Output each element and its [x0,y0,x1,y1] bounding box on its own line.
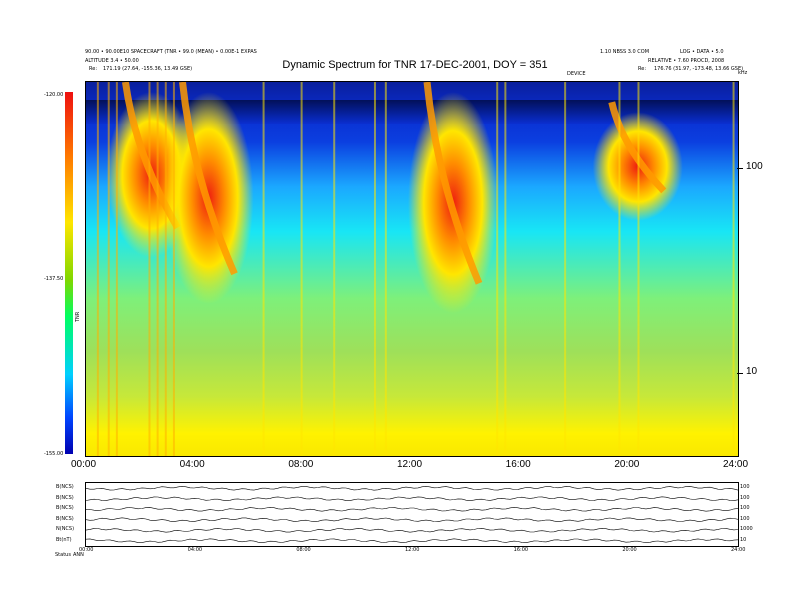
colorbar-tick-mid: -137.50 [44,276,64,282]
aux-row-scale-2: 100 [740,505,750,512]
y-tick-100: 100 [746,161,763,172]
spike-line-6 [172,82,175,456]
colorbar-tick-bottom: -155.00 [44,451,64,457]
aux-x-tick-5: 20:00 [622,547,637,553]
burst-ridge-2 [423,82,483,285]
spike-line-3 [148,82,151,456]
x-tick-label-1: 04:00 [179,459,205,470]
aux-row-label-0: B(NCS) [56,484,74,491]
aux-trace-4 [86,527,738,533]
header-info-line-1: 90.00 • 90.00E10 SPACECRAFT (TNR • 99.0 … [85,49,257,55]
spike-line-12 [496,82,499,456]
spike-line-7 [262,82,265,456]
spike-line-17 [732,82,735,456]
aux-x-tick-4: 16:00 [513,547,529,553]
aux-trace-5 [86,538,738,544]
aux-row-label-3: B(NCS) [56,515,74,522]
header-info-line-2: ALTITUDE 3.4 • 50.00 [85,58,139,64]
spike-line-10 [373,82,376,456]
spike-line-5 [164,82,167,456]
header-re-label-left: Re: [89,66,98,72]
colorbar [65,92,73,454]
aux-row-scale-4: 1000 [740,526,753,533]
header-info-right-1b: LOG • DATA • 5.0 [680,49,724,55]
aux-row-label-2: B(NCS) [56,505,74,512]
y-tick-mark-100 [737,168,743,169]
spike-line-2 [115,82,118,456]
spike-line-16 [637,82,640,456]
aux-row-label-1: B(NCS) [56,494,74,501]
aux-trace-0 [86,485,738,491]
x-tick-label-5: 20:00 [614,459,640,470]
header-coords-right: 176.76 (31.97, -173.48, 13.66 GSE) [654,66,744,72]
x-tick-label-4: 16:00 [505,459,531,470]
unit-corner-label: kHz [738,70,748,76]
burst-ridge-3 [608,101,667,194]
burst-ridge-1 [179,82,238,276]
y-tick-mark-10 [737,373,743,374]
aux-trace-1 [86,496,738,502]
status-label: Status [55,552,71,558]
header-re-label-right: Re: [638,66,647,72]
status-value: ANN [73,552,84,558]
colorbar-tick-top: -120.00 [44,92,64,98]
vertical-lines-layer [96,82,735,456]
aux-row-label-4: N(NCS) [56,526,75,533]
header-info-right-1: 1.10 NBSS 3.0 COM [600,49,650,55]
spike-line-13 [504,82,507,456]
spike-line-9 [333,82,336,456]
aux-row-scale-0: 100 [740,484,750,491]
x-tick-label-2: 08:00 [288,459,314,470]
aux-row-label-5: Bt(nT) [56,536,72,543]
spike-line-1 [107,82,110,456]
spike-line-11 [384,82,387,456]
spike-line-4 [156,82,159,456]
aux-panel [85,482,739,547]
aux-svg [86,485,738,544]
y-tick-10: 10 [746,366,758,377]
aux-x-tick-2: 08:00 [296,547,311,553]
header-info-right-2: RELATIVE • 7.60 PROCD, 2008 [648,58,725,64]
device-label: DEVICE [567,71,586,77]
x-tick-label-0: 00:00 [71,459,97,470]
spike-line-15 [618,82,621,456]
aux-x-tick-1: 04:00 [187,547,203,553]
colorbar-label: TNR [75,311,81,322]
spike-line-8 [300,82,303,456]
spectrogram-plot [85,81,739,457]
aux-row-scale-5: 10 [740,536,747,543]
chart-title: Dynamic Spectrum for TNR 17-DEC-2001, DO… [282,59,548,71]
aux-x-tick-6: 24:00 [731,547,746,553]
header-coords-left: 171.19 (27.64, -155.36, 13.49 GSE) [103,66,193,72]
spike-line-14 [564,82,567,456]
aux-x-tick-0: 00:00 [79,547,94,553]
aux-row-scale-3: 100 [740,515,750,522]
aux-x-tick-3: 12:00 [405,547,420,553]
spectrogram-svg [86,82,738,456]
aux-trace-2 [86,506,738,512]
spike-line-0 [96,82,99,456]
x-tick-label-6: 24:00 [723,459,749,470]
x-tick-label-3: 12:00 [397,459,423,470]
aux-trace-3 [86,517,738,523]
aux-row-scale-1: 100 [740,494,750,501]
